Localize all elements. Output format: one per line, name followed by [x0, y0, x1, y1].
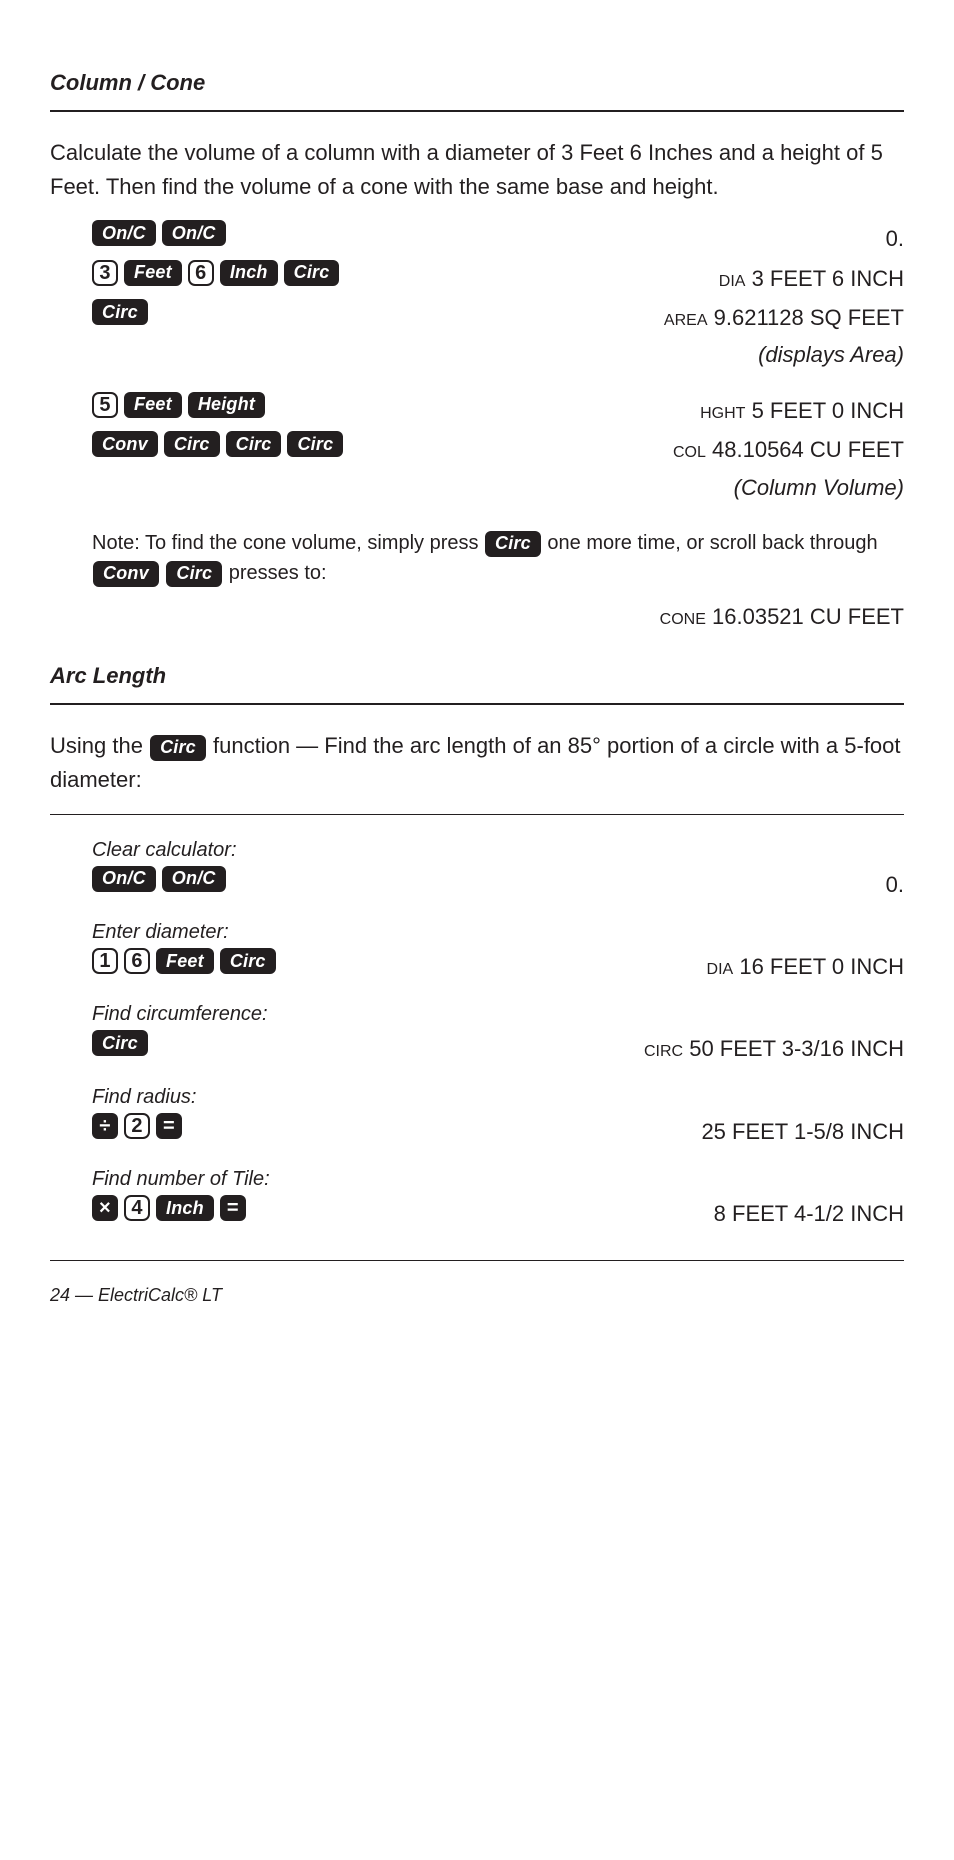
- result: CONE 16.03521 CU FEET: [640, 598, 904, 635]
- key-height[interactable]: Height: [188, 392, 265, 418]
- step-label: Clear calculator:: [92, 839, 904, 862]
- calc-row: CONE 16.03521 CU FEET: [92, 598, 904, 635]
- key-divide[interactable]: ÷: [92, 1113, 118, 1139]
- key-circ[interactable]: Circ: [287, 431, 343, 457]
- key-4[interactable]: 4: [124, 1195, 150, 1221]
- key-equals[interactable]: =: [220, 1195, 246, 1221]
- example-block-1: On/C On/C 0. 3 Feet 6 Inch Circ DIA 3 FE…: [50, 220, 904, 635]
- calc-row: On/C On/C 0.: [92, 220, 904, 257]
- key-multiply[interactable]: ×: [92, 1195, 118, 1221]
- step-label: Find number of Tile:: [92, 1168, 904, 1191]
- key-2[interactable]: 2: [124, 1113, 150, 1139]
- key-circ[interactable]: Circ: [220, 948, 276, 974]
- calc-row: Circ CIRC 50 FEET 3-3/16 INCH: [92, 1030, 904, 1067]
- key-feet[interactable]: Feet: [156, 948, 214, 974]
- example-block-2: Clear calculator: On/C On/C 0. Enter dia…: [50, 839, 904, 1233]
- key-1[interactable]: 1: [92, 948, 118, 974]
- key-circ[interactable]: Circ: [164, 431, 220, 457]
- calc-row: × 4 Inch = 8 FEET 4-1/2 INCH: [92, 1195, 904, 1232]
- key-inch[interactable]: Inch: [156, 1195, 214, 1221]
- calc-row: On/C On/C 0.: [92, 866, 904, 903]
- key-5[interactable]: 5: [92, 392, 118, 418]
- key-inch[interactable]: Inch: [220, 260, 278, 286]
- step-label: Find radius:: [92, 1086, 904, 1109]
- key-circ[interactable]: Circ: [166, 561, 222, 587]
- key-on-c[interactable]: On/C: [162, 220, 226, 246]
- key-conv[interactable]: Conv: [93, 561, 159, 587]
- result: 8 FEET 4-1/2 INCH: [694, 1195, 904, 1232]
- key-circ[interactable]: Circ: [150, 735, 206, 761]
- key-circ[interactable]: Circ: [485, 531, 541, 557]
- intro-text-1: Calculate the volume of a column with a …: [50, 136, 904, 204]
- calc-row: Conv Circ Circ Circ COL 48.10564 CU FEET…: [92, 431, 904, 506]
- section-title-arc-length: Arc Length: [50, 663, 904, 689]
- calc-row: 1 6 Feet Circ DIA 16 FEET 0 INCH: [92, 948, 904, 985]
- rule: [50, 703, 904, 705]
- calc-row: ÷ 2 = 25 FEET 1-5/8 INCH: [92, 1113, 904, 1150]
- rule-thin: [50, 814, 904, 815]
- key-on-c[interactable]: On/C: [92, 866, 156, 892]
- section-title-column-cone: Column / Cone: [50, 70, 904, 96]
- result: AREA 9.621128 SQ FEET (displays Area): [644, 299, 904, 374]
- calc-row: 5 Feet Height HGHT 5 FEET 0 INCH: [92, 392, 904, 429]
- result: DIA 16 FEET 0 INCH: [687, 948, 904, 985]
- result: COL 48.10564 CU FEET (Column Volume): [653, 431, 904, 506]
- key-feet[interactable]: Feet: [124, 392, 182, 418]
- result: 0.: [866, 866, 904, 903]
- result: 0.: [866, 220, 904, 257]
- key-3[interactable]: 3: [92, 260, 118, 286]
- key-circ[interactable]: Circ: [92, 1030, 148, 1056]
- key-circ[interactable]: Circ: [226, 431, 282, 457]
- intro-text-2: Using the Circ function — Find the arc l…: [50, 729, 904, 797]
- key-on-c[interactable]: On/C: [92, 220, 156, 246]
- result: CIRC 50 FEET 3-3/16 INCH: [624, 1030, 904, 1067]
- result: DIA 3 FEET 6 INCH: [699, 260, 904, 297]
- result: 25 FEET 1-5/8 INCH: [681, 1113, 904, 1150]
- result: HGHT 5 FEET 0 INCH: [680, 392, 904, 429]
- key-circ[interactable]: Circ: [284, 260, 340, 286]
- step-label: Enter diameter:: [92, 921, 904, 944]
- calc-row: Circ AREA 9.621128 SQ FEET (displays Are…: [92, 299, 904, 374]
- step-label: Find circumference:: [92, 1003, 904, 1026]
- rule: [50, 110, 904, 112]
- rule-thin: [50, 1260, 904, 1261]
- key-conv[interactable]: Conv: [92, 431, 158, 457]
- key-on-c[interactable]: On/C: [162, 866, 226, 892]
- key-equals[interactable]: =: [156, 1113, 182, 1139]
- page-footer: 24 — ElectriCalc® LT: [50, 1285, 904, 1306]
- note-text: Note: To find the cone volume, simply pr…: [92, 528, 904, 588]
- calc-row: 3 Feet 6 Inch Circ DIA 3 FEET 6 INCH: [92, 260, 904, 297]
- key-circ[interactable]: Circ: [92, 299, 148, 325]
- key-6[interactable]: 6: [124, 948, 150, 974]
- key-6[interactable]: 6: [188, 260, 214, 286]
- key-feet[interactable]: Feet: [124, 260, 182, 286]
